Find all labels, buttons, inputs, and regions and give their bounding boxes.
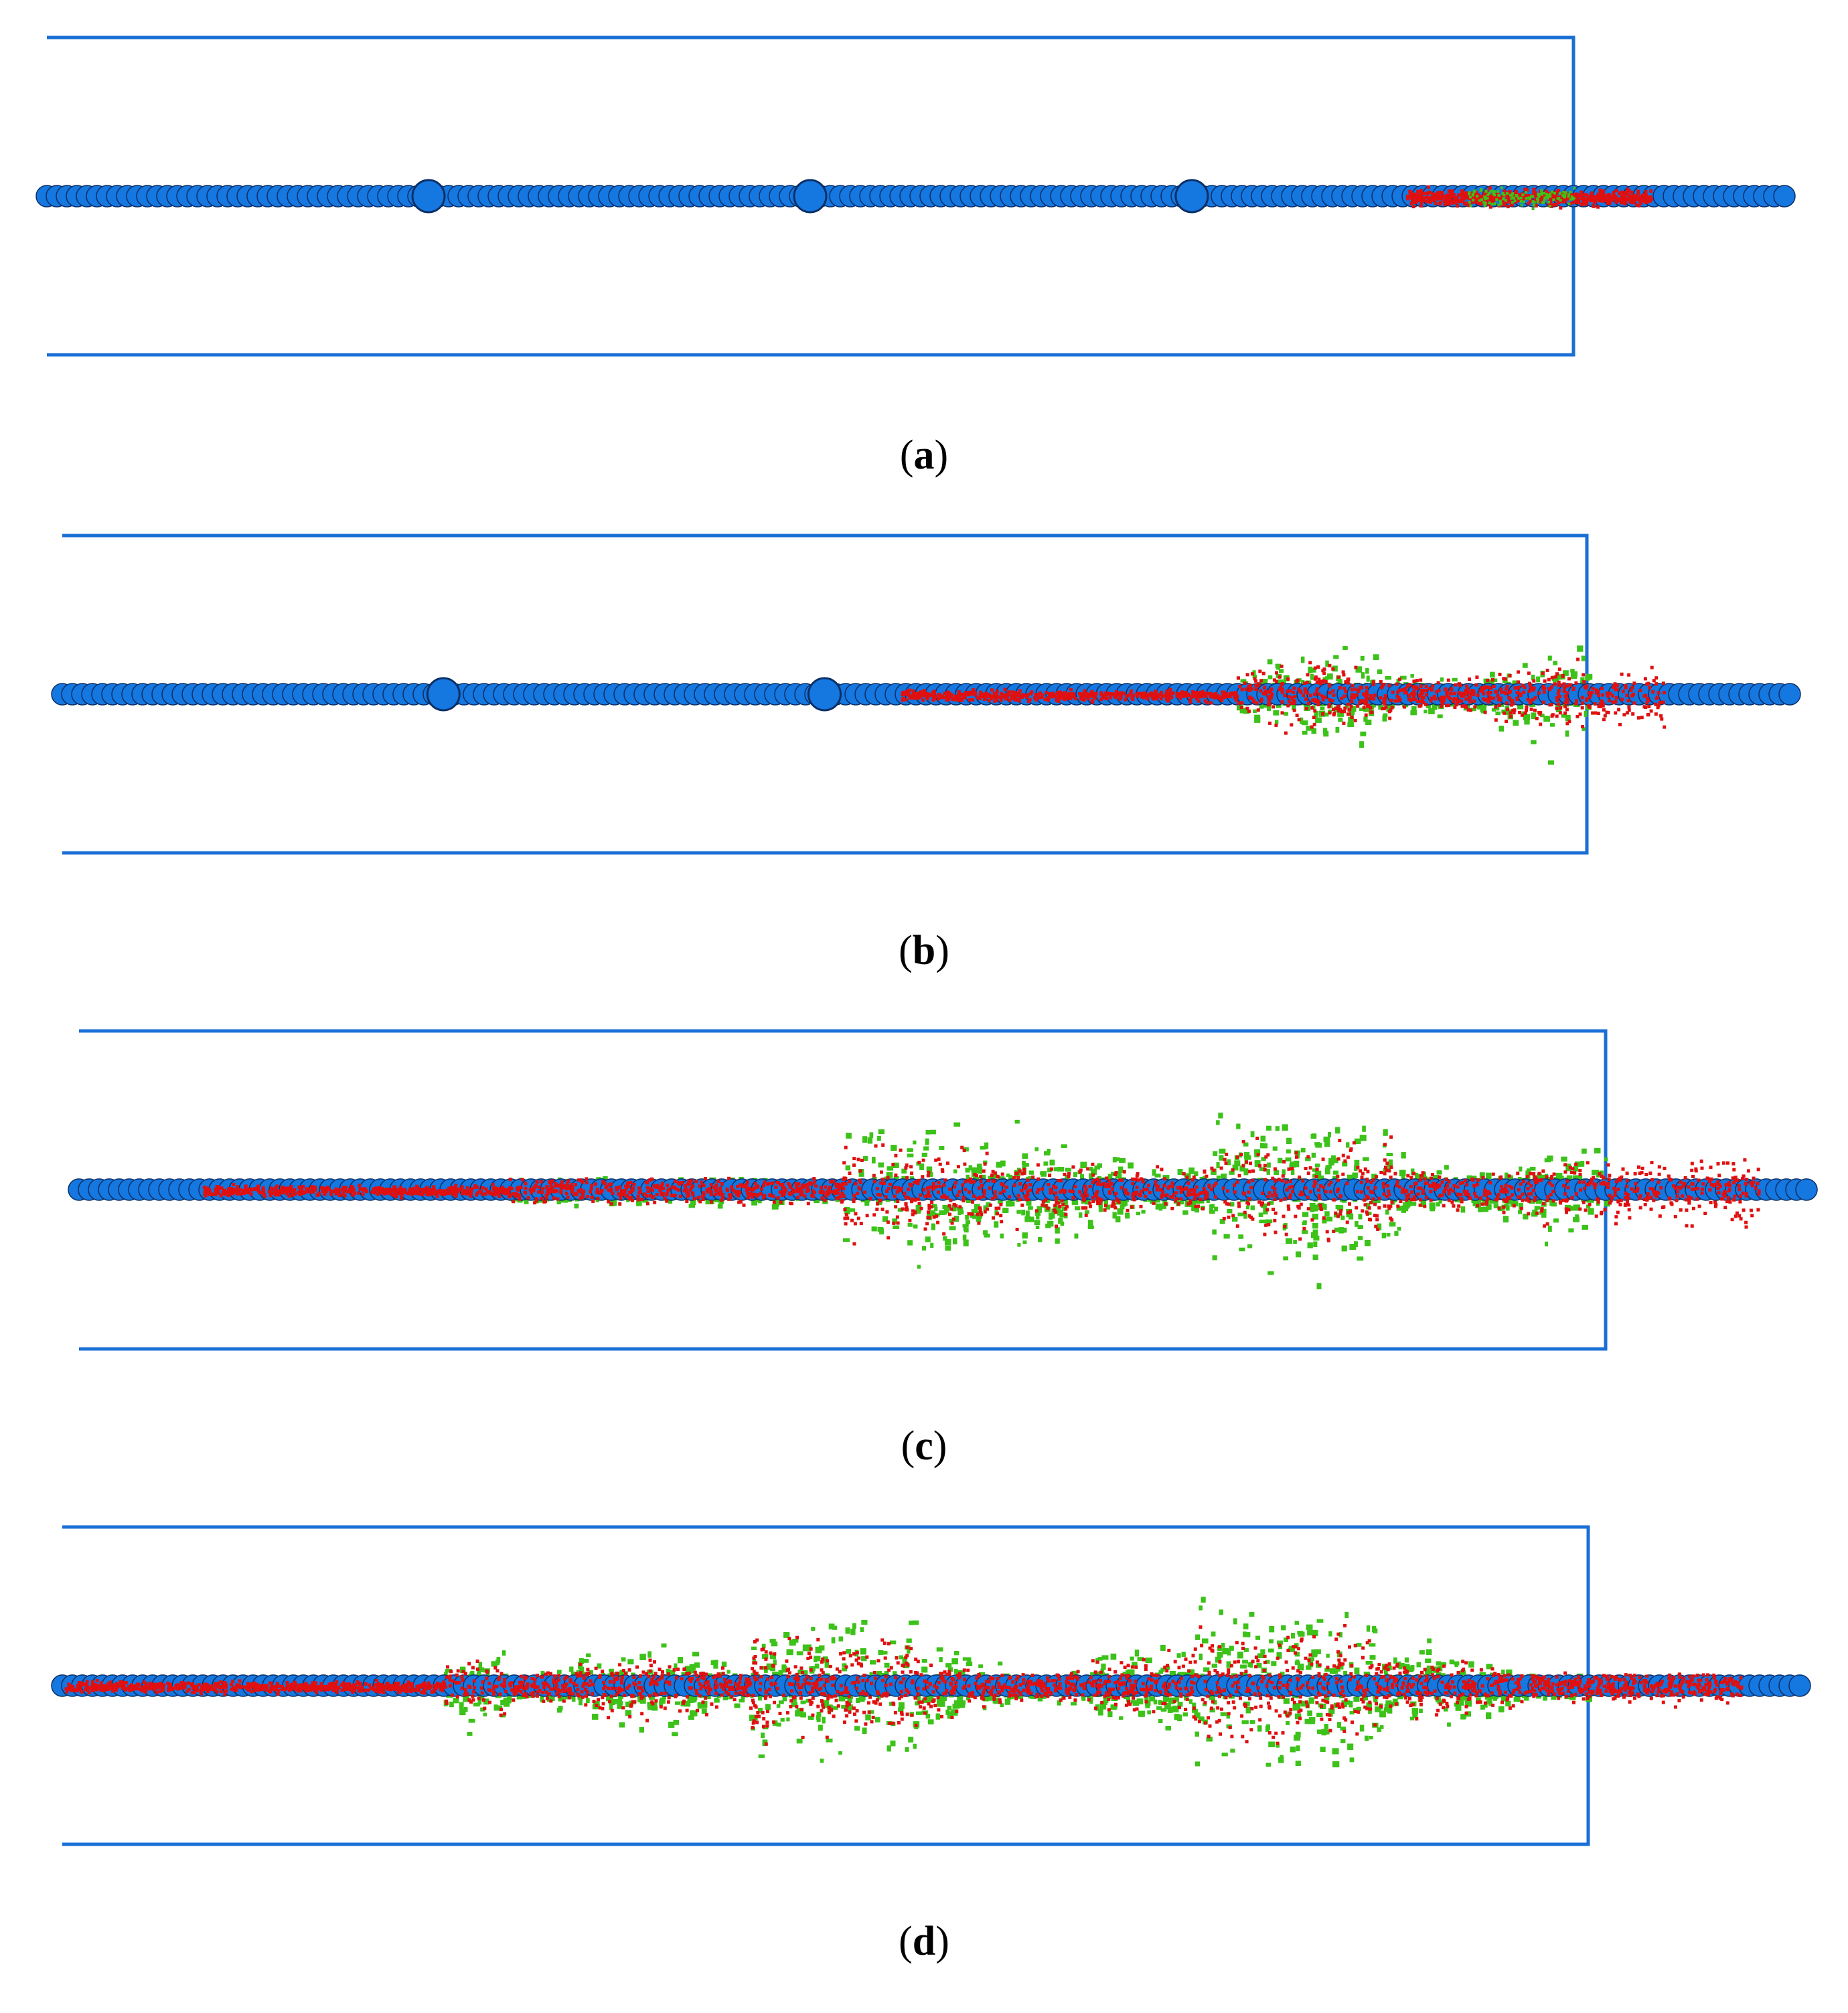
panel-c-caption: (c) — [901, 1423, 947, 1469]
panel-b-sim — [51, 534, 1801, 855]
panel-d-red-particles — [64, 1624, 1744, 1746]
panel-c-green-particles — [506, 1113, 1611, 1289]
panel-a-large-bead — [793, 179, 828, 214]
panel-a: (a) — [35, 35, 1796, 478]
panel-b-large-bead — [807, 677, 842, 712]
panel-c-sim — [68, 1029, 1818, 1351]
panel-a-caption: (a) — [900, 432, 948, 478]
panel-a-large-bead — [1174, 179, 1209, 214]
panel-b-red-particles — [901, 657, 1667, 735]
panel-d-sim — [51, 1525, 1811, 1846]
panel-c: (c) — [68, 1029, 1818, 1469]
panel-a-green-traces — [1468, 186, 1576, 210]
panel-d: (d) — [51, 1525, 1811, 1964]
panel-b-caption: (b) — [899, 928, 949, 973]
panel-c-red-particles — [202, 1135, 1761, 1246]
panel-b: (b) — [51, 534, 1801, 973]
panel-b-large-bead — [426, 677, 461, 712]
panel-d-caption: (d) — [899, 1919, 949, 1964]
panel-a-large-bead — [411, 179, 446, 214]
panel-a-sim — [35, 35, 1796, 357]
